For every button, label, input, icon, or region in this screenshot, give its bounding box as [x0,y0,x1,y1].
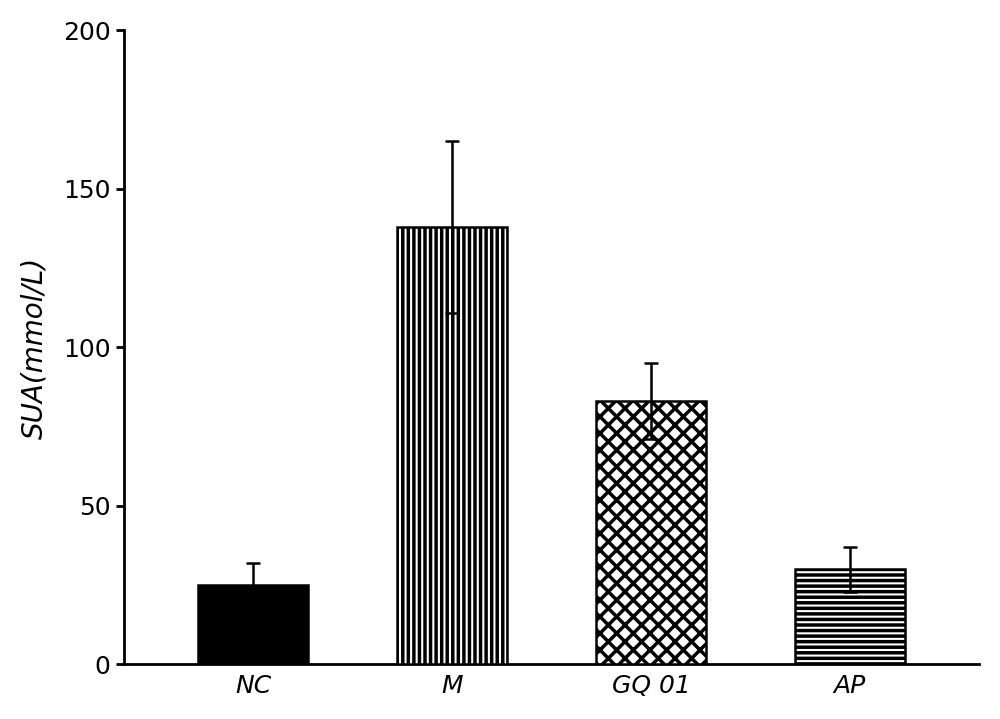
Bar [198,585,308,664]
Bar [795,569,905,664]
Bar [596,401,706,664]
Bar [397,227,507,664]
Y-axis label: SUA(mmol/L): SUA(mmol/L) [21,256,49,439]
